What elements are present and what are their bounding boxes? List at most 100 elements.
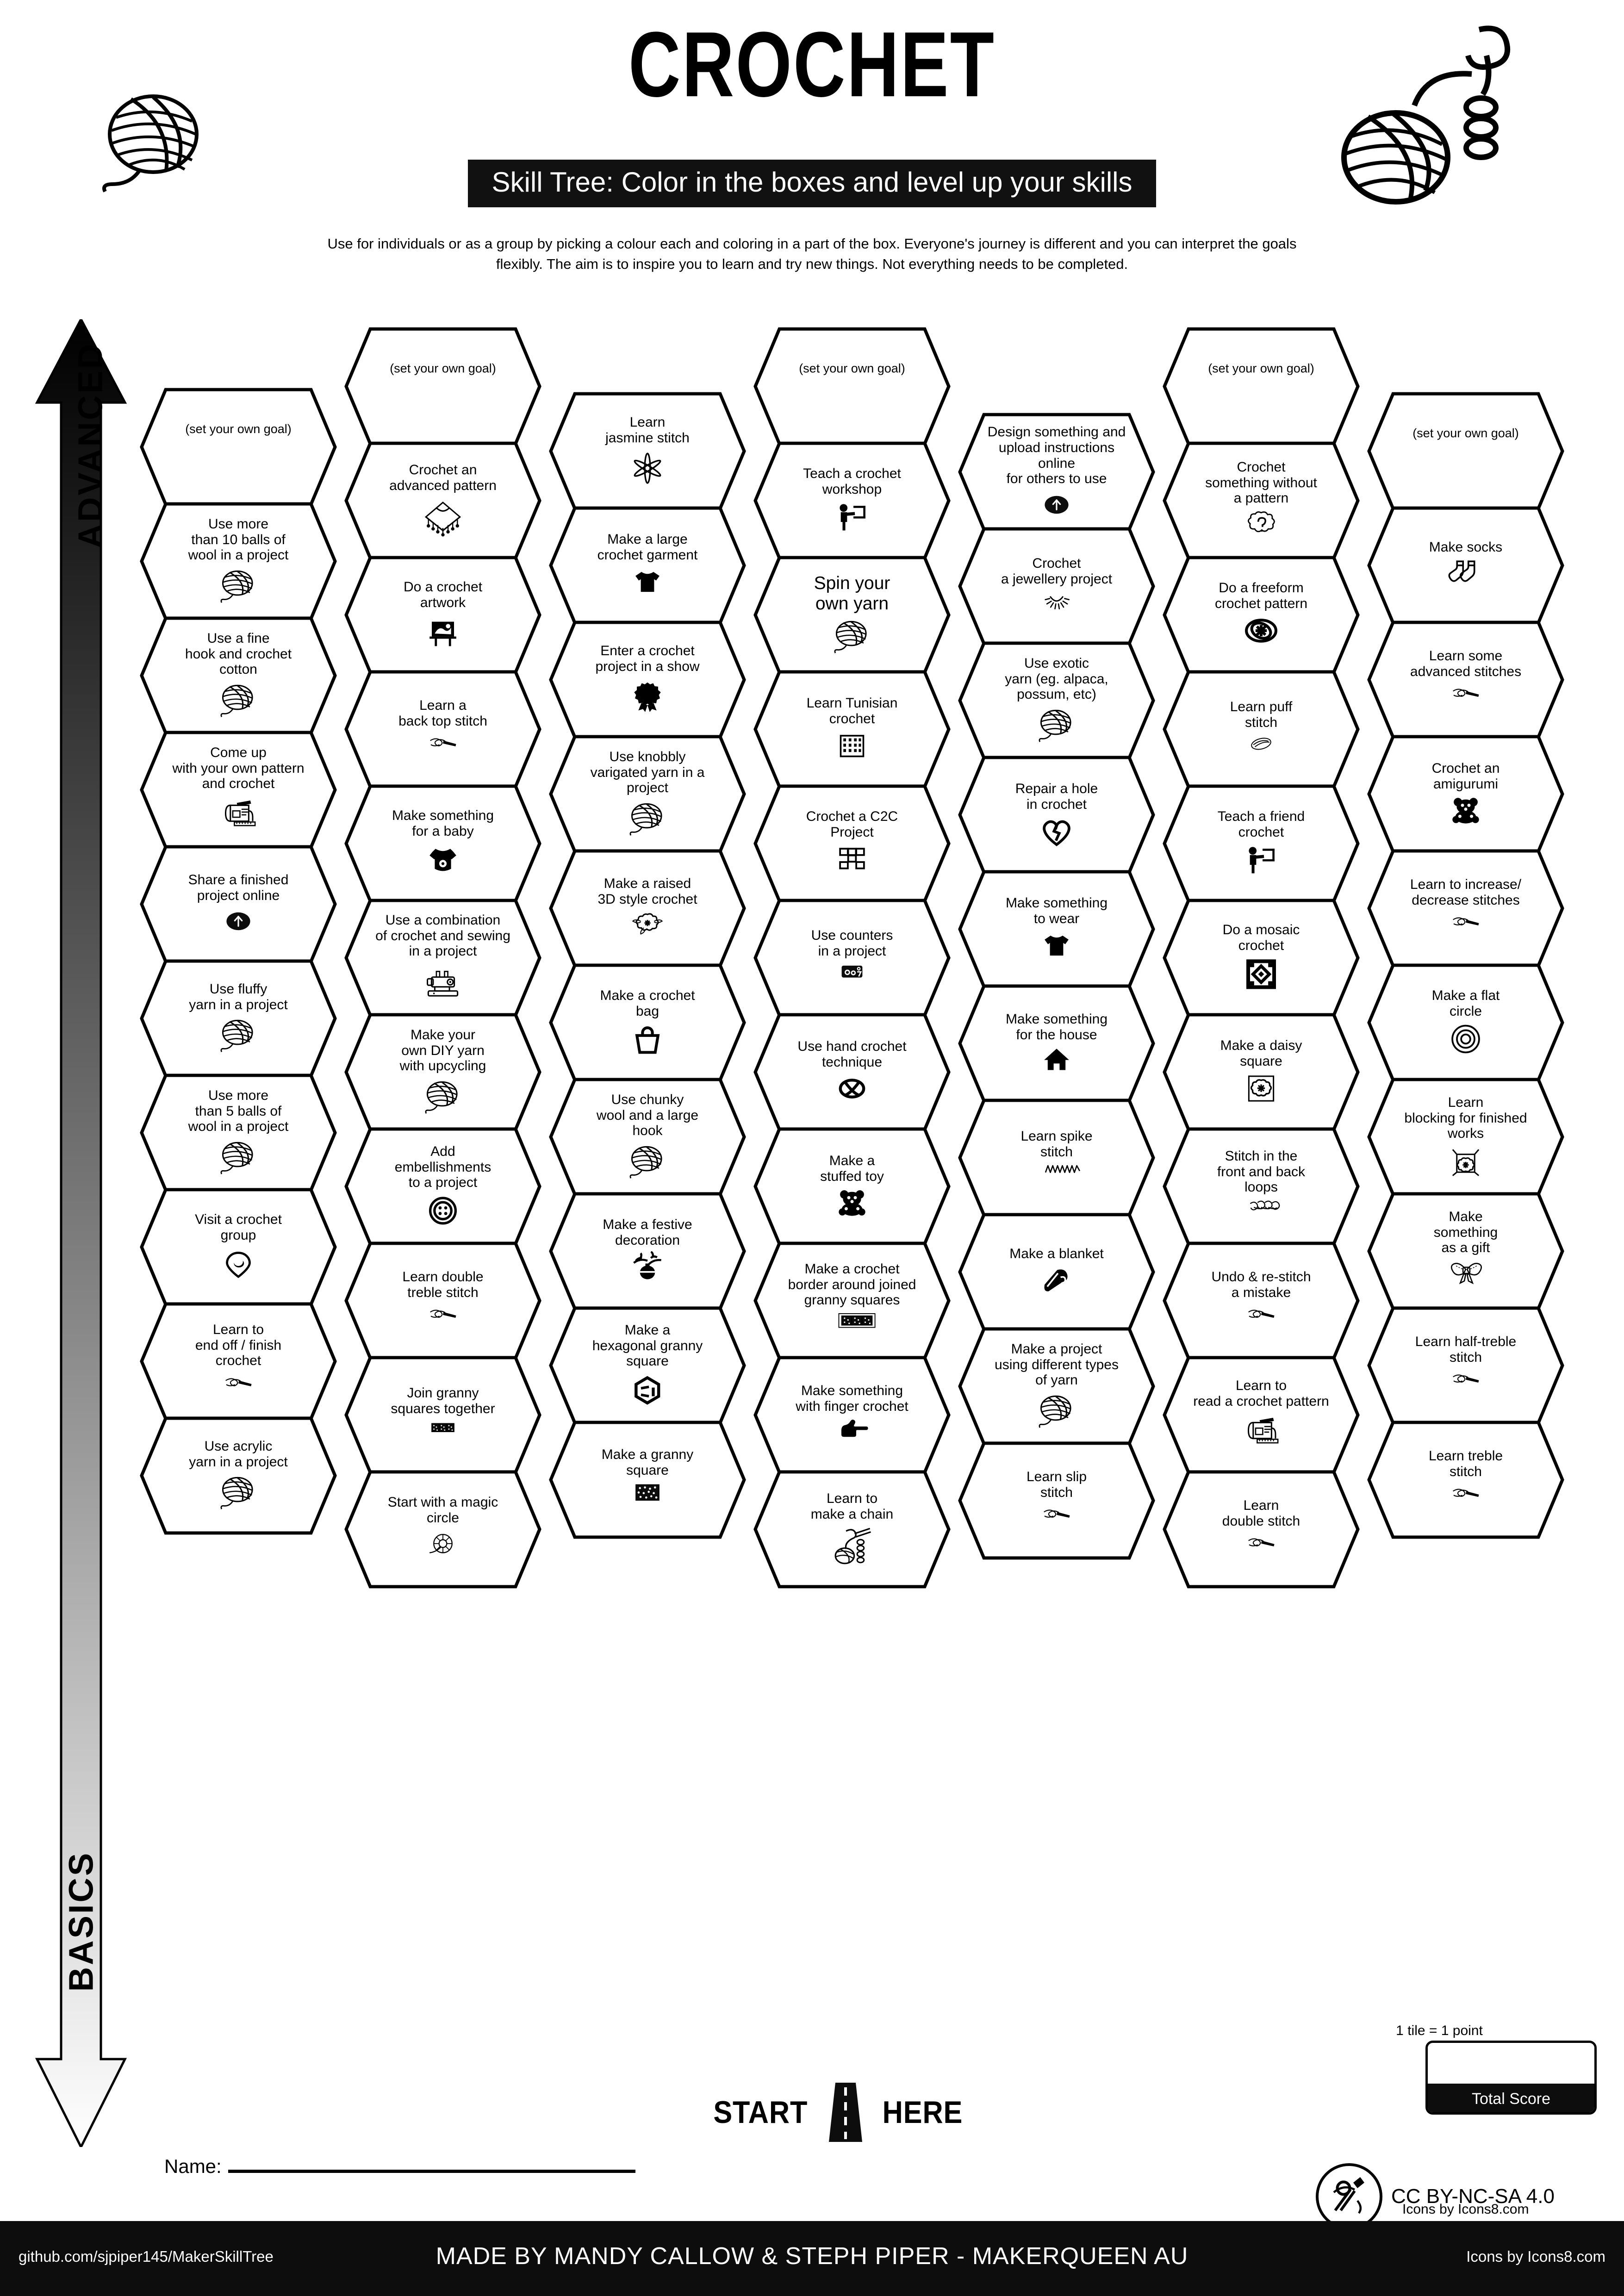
skill-tile[interactable]: Make something with finger crochet: [753, 1355, 952, 1475]
skill-tile[interactable]: Learn blocking for finished works: [1366, 1077, 1565, 1197]
skill-tile[interactable]: Make a flat circle: [1366, 962, 1565, 1083]
skill-tile[interactable]: Make a project using different types of …: [957, 1326, 1156, 1446]
skill-tile-label: Join granny squares together: [391, 1385, 495, 1416]
skill-tile[interactable]: (set your own goal): [1162, 326, 1361, 447]
name-field[interactable]: Name:: [164, 2155, 635, 2178]
skill-tile[interactable]: (set your own goal): [139, 387, 338, 507]
skill-tile[interactable]: Learn jasmine stitch: [548, 391, 747, 511]
skill-tile[interactable]: Make socks: [1366, 505, 1565, 626]
sunburst-icon: [1031, 590, 1082, 617]
skill-tile-label: Do a freeform crochet pattern: [1214, 580, 1308, 611]
skill-tile[interactable]: Do a mosaic crochet: [1162, 898, 1361, 1018]
skill-tile[interactable]: (set your own goal): [1366, 391, 1565, 511]
skill-tile[interactable]: Make a stuffed toy: [753, 1126, 952, 1247]
skill-tile[interactable]: Learn to end off / finish crochet: [139, 1301, 338, 1421]
yarn-ball-icon: [830, 617, 874, 657]
skill-tile[interactable]: Use fluffy yarn in a project: [139, 958, 338, 1079]
skill-tile[interactable]: Use more than 10 balls of wool in a proj…: [139, 501, 338, 621]
crochet-hook-icon: [1233, 1532, 1289, 1561]
skill-tile[interactable]: Learn Tunisian crochet: [753, 669, 952, 789]
skill-tile-label: (set your own goal): [1208, 361, 1314, 375]
onesie-icon: [422, 842, 464, 879]
skill-tile[interactable]: Come up with your own pattern and croche…: [139, 730, 338, 850]
skill-tile[interactable]: Do a crochet artwork: [343, 555, 542, 675]
skill-tile[interactable]: Enter a crochet project in a show: [548, 620, 747, 740]
skill-tile[interactable]: Design something and upload instructions…: [957, 412, 1156, 532]
skill-tile[interactable]: Learn some advanced stitches: [1366, 620, 1565, 740]
skill-tile[interactable]: Make a crochet bag: [548, 962, 747, 1083]
skill-tile[interactable]: Use more than 5 balls of wool in a proje…: [139, 1073, 338, 1193]
skill-tile-label: Come up with your own pattern and croche…: [172, 745, 305, 792]
skill-tile[interactable]: Crochet an amigurumi: [1366, 734, 1565, 854]
skill-tile[interactable]: Make something for the house: [957, 983, 1156, 1104]
loops-icon: [1231, 1198, 1291, 1224]
github-link[interactable]: github.com/sjpiper145/MakerSkillTree: [19, 2248, 274, 2265]
skill-tile[interactable]: Do a freeform crochet pattern: [1162, 555, 1361, 675]
skill-tile[interactable]: Undo & re-stitch a mistake: [1162, 1241, 1361, 1361]
skill-tile-label: Learn double stitch: [1222, 1497, 1300, 1529]
skill-tile-label: Make a project using different types of …: [995, 1341, 1119, 1388]
skill-tile[interactable]: Share a finished project online: [139, 844, 338, 964]
skill-tile[interactable]: Learn slip stitch: [957, 1440, 1156, 1561]
skill-tile[interactable]: Make a granny square: [548, 1420, 747, 1540]
skill-tile[interactable]: Make a daisy square: [1162, 1012, 1361, 1132]
crochet-hook-icon: [1438, 1483, 1493, 1511]
skill-tile[interactable]: Learn treble stitch: [1366, 1420, 1565, 1540]
skill-tile[interactable]: Make a blanket: [957, 1212, 1156, 1332]
skill-tile[interactable]: Start with a magic circle: [343, 1469, 542, 1589]
skill-tile[interactable]: (set your own goal): [753, 326, 952, 447]
skill-tile[interactable]: Use hand crochet technique: [753, 1012, 952, 1132]
skill-tile[interactable]: Learn double stitch: [1162, 1469, 1361, 1589]
skill-tile[interactable]: Learn a back top stitch: [343, 669, 542, 789]
skill-tile[interactable]: Stitch in the front and back loops: [1162, 1126, 1361, 1247]
skill-tile[interactable]: Use knobbly varigated yarn in a project: [548, 734, 747, 854]
skill-tile[interactable]: Learn to read a crochet pattern: [1162, 1355, 1361, 1475]
skill-tile[interactable]: Make your own DIY yarn with upcycling: [343, 1012, 542, 1132]
skill-tile-label: Use knobbly varigated yarn in a project: [590, 749, 705, 796]
skill-tile[interactable]: Spin your own yarn: [753, 555, 952, 675]
skill-tile[interactable]: Use a combination of crochet and sewing …: [343, 898, 542, 1018]
skill-tile[interactable]: Join granny squares together: [343, 1355, 542, 1475]
skill-tile[interactable]: Learn double treble stitch: [343, 1241, 542, 1361]
skill-tile[interactable]: Teach a friend crochet: [1162, 783, 1361, 904]
skill-tile[interactable]: Add embellishments to a project: [343, 1126, 542, 1247]
name-input-rule[interactable]: [228, 2170, 635, 2173]
skill-tile[interactable]: Make a large crochet garment: [548, 505, 747, 626]
skill-tile[interactable]: Repair a hole in crochet: [957, 755, 1156, 875]
skill-tile[interactable]: Make something as a gift: [1366, 1191, 1565, 1311]
skill-tile[interactable]: Make something to wear: [957, 869, 1156, 989]
skill-tile[interactable]: Make a raised 3D style crochet: [548, 848, 747, 968]
skill-tile[interactable]: Use a fine hook and crochet cotton: [139, 615, 338, 736]
skill-tile[interactable]: Make a crochet border around joined gran…: [753, 1241, 952, 1361]
crochet-hook-icon: [211, 1372, 266, 1401]
skill-tile[interactable]: Teach a crochet workshop: [753, 441, 952, 561]
skill-tile[interactable]: Learn to increase/ decrease stitches: [1366, 848, 1565, 968]
skill-tile[interactable]: Make a hexagonal granny square: [548, 1305, 747, 1426]
skill-tile[interactable]: Make something for a baby: [343, 783, 542, 904]
skill-tile-label: Learn jasmine stitch: [605, 414, 690, 446]
blanket-icon: [1037, 1265, 1076, 1298]
skill-tile[interactable]: (set your own goal): [343, 326, 542, 447]
skill-tile-label: Learn to end off / finish crochet: [195, 1322, 282, 1369]
skill-tile[interactable]: Learn spike stitch: [957, 1098, 1156, 1218]
skill-tile[interactable]: Crochet a jewellery project: [957, 526, 1156, 646]
skill-tile-label: Learn Tunisian crochet: [806, 695, 898, 726]
skill-tile[interactable]: Use chunky wool and a large hook: [548, 1077, 747, 1197]
score-input[interactable]: [1428, 2043, 1594, 2084]
skill-tile[interactable]: Make a festive decoration: [548, 1191, 747, 1311]
skill-tile[interactable]: Use exotic yarn (eg. alpaca, possum, etc…: [957, 640, 1156, 761]
skill-tile[interactable]: Visit a crochet group: [139, 1187, 338, 1307]
skill-tile[interactable]: Use counters in a project: [753, 898, 952, 1018]
skill-tile[interactable]: Crochet an advanced pattern: [343, 441, 542, 561]
skill-tile[interactable]: Crochet a C2C Project: [753, 783, 952, 904]
skill-tile-label: Make something for a baby: [392, 807, 494, 839]
skill-tile-label: Make something with finger crochet: [796, 1383, 908, 1414]
skill-tile[interactable]: Crochet something without a pattern: [1162, 441, 1361, 561]
total-score-box[interactable]: Total Score: [1425, 2041, 1597, 2115]
skill-tile[interactable]: Use acrylic yarn in a project: [139, 1415, 338, 1536]
skill-tile[interactable]: Learn half-treble stitch: [1366, 1305, 1565, 1426]
skill-tile[interactable]: Learn puff stitch: [1162, 669, 1361, 789]
skill-tile[interactable]: Learn to make a chain: [753, 1469, 952, 1589]
skill-tile-label: Use acrylic yarn in a project: [189, 1438, 288, 1470]
